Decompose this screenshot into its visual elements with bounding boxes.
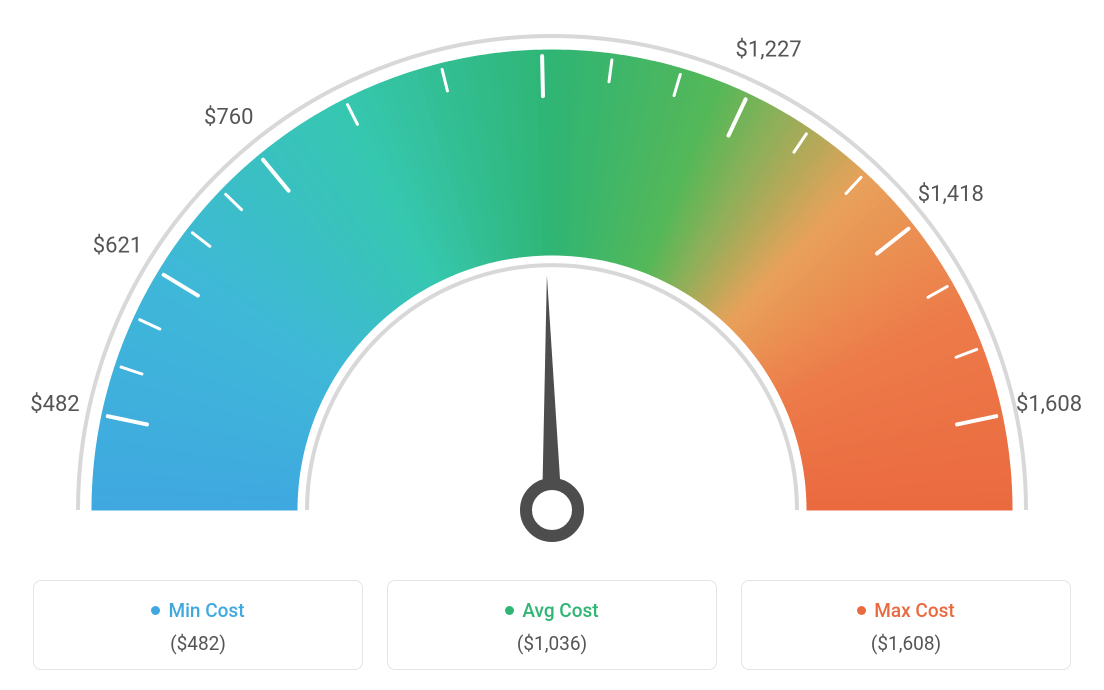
scale-label: $1,418 (918, 182, 984, 207)
legend-title-text-avg: Avg Cost (522, 599, 598, 622)
scale-label: $1,227 (736, 37, 802, 62)
legend-dot-avg (505, 606, 514, 615)
gauge-svg: $482$621$760$1,036$1,227$1,418$1,608 (20, 20, 1084, 560)
scale-label: $760 (204, 105, 253, 130)
legend-title-text-max: Max Cost (874, 599, 954, 622)
legend-card-min: Min Cost ($482) (33, 580, 363, 670)
legend-dot-min (151, 606, 160, 615)
legend-title-min: Min Cost (44, 599, 352, 622)
legend-title-max: Max Cost (752, 599, 1060, 622)
cost-gauge: $482$621$760$1,036$1,227$1,418$1,608 (20, 20, 1084, 560)
legend-value-min: ($482) (44, 632, 352, 655)
legend-card-max: Max Cost ($1,608) (741, 580, 1071, 670)
scale-label: $1,608 (1016, 392, 1082, 417)
legend-value-max: ($1,608) (752, 632, 1060, 655)
legend-card-avg: Avg Cost ($1,036) (387, 580, 717, 670)
legend-dot-max (857, 606, 866, 615)
scale-label: $482 (30, 392, 79, 417)
legend-title-text-min: Min Cost (168, 599, 244, 622)
legend-value-avg: ($1,036) (398, 632, 706, 655)
scale-label: $621 (93, 234, 142, 259)
legend-title-avg: Avg Cost (398, 599, 706, 622)
legend-row: Min Cost ($482) Avg Cost ($1,036) Max Co… (20, 580, 1084, 670)
